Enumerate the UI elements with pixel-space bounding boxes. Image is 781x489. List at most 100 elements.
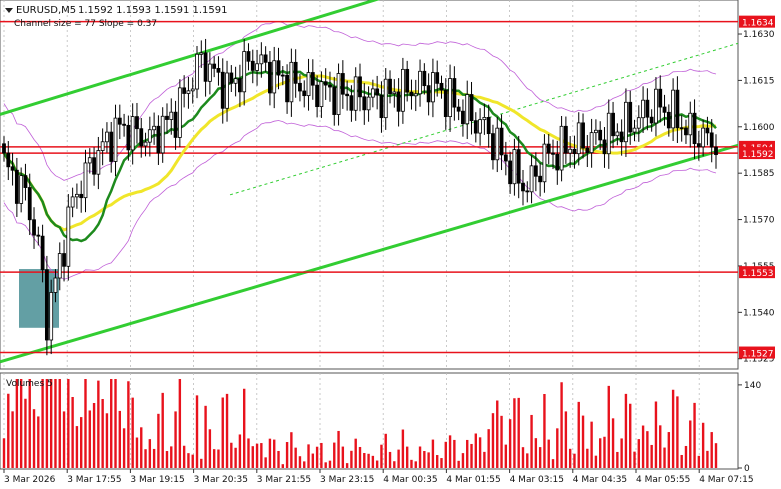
candle-body: [542, 143, 547, 183]
candle: [624, 88, 628, 157]
candle-body: [349, 95, 354, 111]
candle: [92, 147, 96, 186]
level-label-box: [739, 266, 775, 279]
candle: [285, 64, 289, 114]
upper-envelope-line: [3, 21, 717, 181]
candle: [486, 104, 491, 148]
candle: [139, 118, 144, 158]
volumes-label: Volumes 5: [6, 379, 53, 389]
candle: [212, 56, 217, 78]
candle: [259, 42, 264, 78]
candle-body: [696, 143, 701, 148]
candle-body: [105, 131, 109, 143]
candle: [649, 109, 654, 132]
candle: [310, 59, 315, 100]
candle-body: [216, 67, 221, 73]
candle-body: [280, 74, 285, 77]
candle-body: [521, 182, 525, 192]
candle: [14, 157, 19, 217]
candle-body: [486, 117, 491, 135]
candle-body: [117, 117, 122, 125]
candle: [516, 135, 521, 199]
candle-body: [503, 154, 508, 162]
candle-body: [27, 187, 32, 221]
candle-body: [688, 112, 693, 136]
candle-body: [443, 89, 448, 118]
candle-body: [512, 149, 517, 185]
candle: [62, 239, 66, 282]
candle-body: [186, 90, 191, 94]
candle: [336, 63, 341, 126]
candle: [671, 78, 676, 142]
candle-body: [23, 175, 28, 188]
candle-body: [130, 116, 135, 151]
candle: [581, 113, 585, 159]
candle: [293, 49, 298, 98]
candle: [409, 79, 414, 110]
candle-body: [624, 101, 628, 143]
candle: [594, 119, 598, 145]
candle-body: [589, 132, 594, 154]
candle-body: [392, 91, 397, 94]
candle-body: [156, 125, 161, 154]
volume-panel: 140 0: [0, 372, 761, 474]
candle: [216, 56, 221, 86]
candle: [435, 60, 440, 97]
candle-body: [306, 72, 311, 97]
candle-body: [491, 133, 495, 161]
candle: [44, 255, 49, 356]
candle-body: [143, 141, 148, 147]
candle: [606, 99, 611, 169]
candle-body: [70, 196, 75, 208]
candle: [675, 76, 680, 144]
candle: [709, 119, 714, 163]
candle-body: [714, 146, 718, 156]
lower-channel-line: [0, 143, 738, 364]
candle-body: [448, 78, 452, 118]
candle-body: [36, 234, 41, 237]
candle: [478, 108, 482, 146]
candle: [323, 68, 328, 100]
candle: [701, 119, 706, 157]
candle: [96, 136, 101, 190]
candle: [666, 104, 671, 137]
candle: [379, 81, 384, 133]
candle-body: [465, 94, 470, 125]
candle-body: [684, 127, 688, 136]
candle-body: [220, 71, 225, 109]
candle: [388, 70, 392, 104]
candle: [508, 151, 513, 194]
candle: [469, 81, 474, 135]
time-tick-label: 4 Mar 01:55: [446, 475, 500, 485]
candle-body: [431, 72, 435, 103]
candle: [220, 58, 225, 124]
candle: [165, 103, 169, 134]
candle-body: [469, 94, 474, 122]
candle-body: [418, 70, 422, 95]
level-label: 1.1634: [742, 19, 774, 29]
candle: [280, 66, 285, 86]
dropdown-triangle-icon[interactable]: [5, 8, 13, 13]
candle: [615, 123, 620, 146]
candle: [315, 75, 320, 118]
candle: [147, 116, 152, 157]
candle: [302, 80, 307, 108]
candle-body: [632, 127, 637, 133]
candle: [628, 90, 633, 145]
candle: [696, 130, 701, 161]
candle: [353, 67, 358, 121]
candle: [186, 76, 191, 109]
candle: [422, 63, 427, 95]
candle-body: [396, 91, 401, 112]
candle-body: [315, 84, 320, 108]
candle: [32, 207, 36, 249]
candle-body: [409, 91, 414, 97]
candle: [130, 103, 135, 165]
candle-body: [705, 127, 710, 134]
candle-body: [658, 88, 663, 108]
candle: [10, 152, 15, 186]
candle-body: [212, 63, 217, 69]
candle: [328, 71, 332, 102]
candle-body: [645, 99, 650, 118]
